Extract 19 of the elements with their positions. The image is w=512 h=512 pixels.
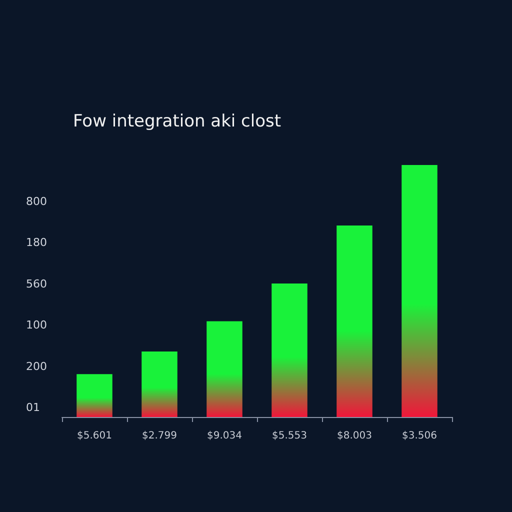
- x-tick-label: $2.799: [142, 430, 177, 442]
- text: 01: [26, 401, 40, 414]
- x-tick-label: $3.506: [402, 430, 437, 442]
- x-tick-label: $9.034: [207, 430, 242, 442]
- text: 100: [26, 318, 47, 332]
- bar: [76, 374, 112, 417]
- text: 800: [26, 195, 47, 208]
- x-tick-label: $5.601: [77, 430, 112, 442]
- chart-title: Fow integration aki clost: [73, 112, 282, 132]
- bar: [272, 283, 308, 417]
- text: 200: [26, 360, 47, 373]
- bar: [142, 351, 178, 417]
- text: 180: [26, 236, 47, 250]
- bar: [402, 165, 438, 417]
- bar: [336, 225, 372, 417]
- text: 560: [26, 277, 47, 290]
- x-tick-label: $5.553: [272, 430, 307, 442]
- bar: [206, 321, 242, 417]
- x-tick-label: $8.003: [337, 430, 372, 442]
